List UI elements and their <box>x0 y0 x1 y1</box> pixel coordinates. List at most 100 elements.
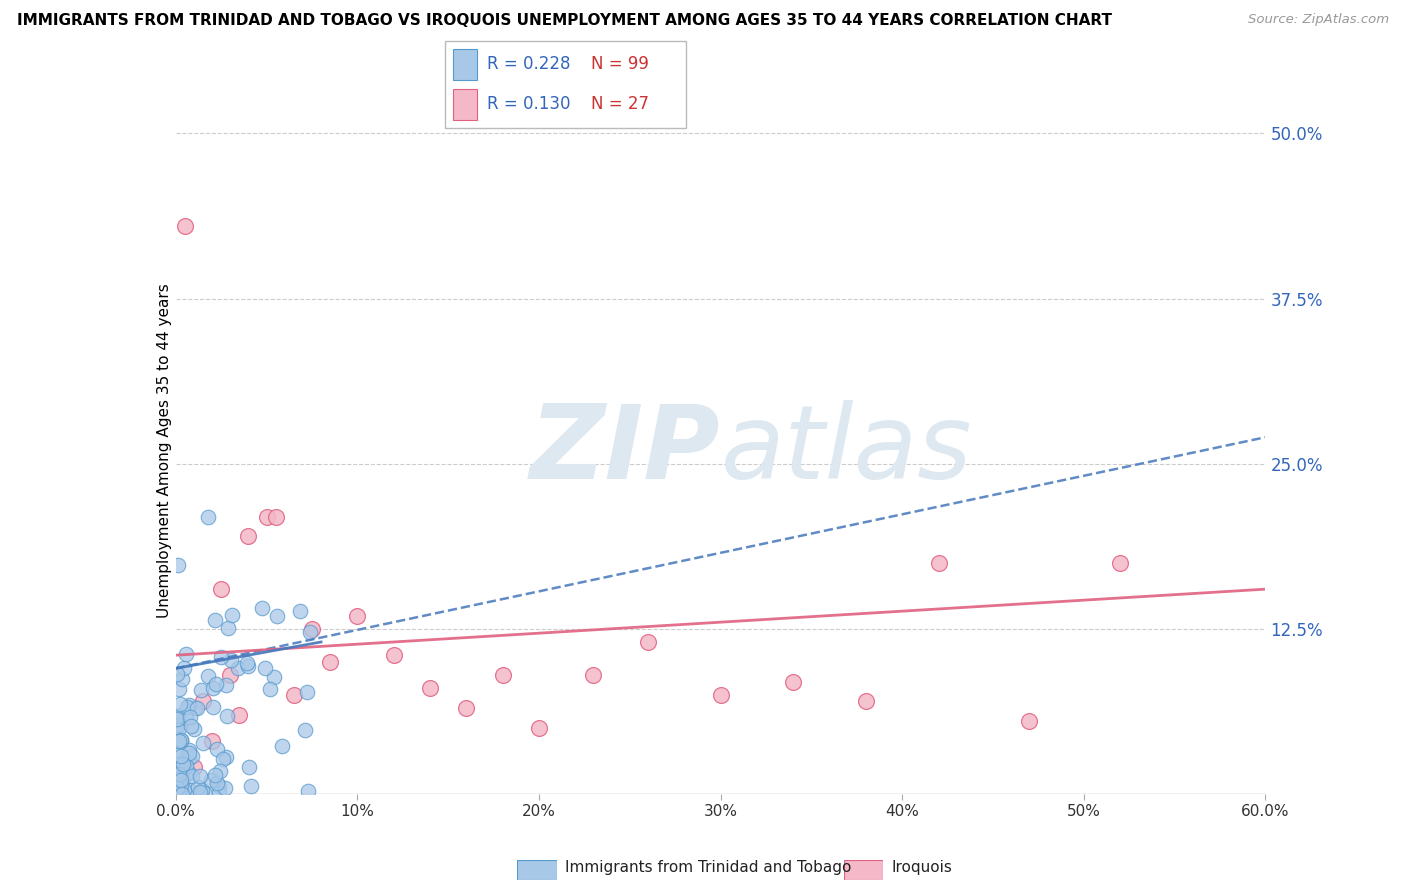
Point <box>166 775 188 789</box>
Point <box>170 733 193 747</box>
Point <box>299 624 322 639</box>
Point <box>283 688 305 702</box>
Point <box>205 742 228 756</box>
Point <box>179 766 201 780</box>
Point <box>172 787 194 801</box>
Point <box>179 710 201 724</box>
Point <box>200 773 222 788</box>
Point <box>180 719 202 733</box>
Point <box>492 668 515 682</box>
Point <box>183 760 205 774</box>
Point <box>266 609 288 624</box>
Point <box>167 708 190 723</box>
Point <box>294 723 316 738</box>
Text: Source: ZipAtlas.com: Source: ZipAtlas.com <box>1249 13 1389 27</box>
Point <box>190 782 212 797</box>
Point <box>166 713 188 727</box>
Point <box>527 721 550 735</box>
Point <box>710 688 733 702</box>
Point <box>215 709 238 723</box>
Point <box>290 604 312 618</box>
Point <box>382 648 405 663</box>
Point <box>256 509 278 524</box>
Point <box>167 734 190 748</box>
Point <box>174 711 197 725</box>
Point <box>176 647 198 661</box>
Point <box>197 509 219 524</box>
Point <box>782 674 804 689</box>
Point <box>208 785 231 799</box>
Point <box>204 768 226 782</box>
Text: Immigrants from Trinidad and Tobago: Immigrants from Trinidad and Tobago <box>565 860 852 874</box>
Point <box>204 613 226 627</box>
Point <box>202 681 225 695</box>
Point <box>1109 556 1132 570</box>
Point <box>209 650 232 665</box>
Point <box>187 780 209 794</box>
Point <box>201 699 224 714</box>
Point <box>1018 714 1040 729</box>
Point <box>170 767 193 781</box>
Point <box>319 655 342 669</box>
Point <box>167 681 190 696</box>
Point <box>214 780 236 795</box>
Point <box>209 764 232 779</box>
Point <box>637 635 659 649</box>
Point <box>270 739 292 753</box>
Point <box>184 701 207 715</box>
Point <box>297 783 319 797</box>
Point <box>166 772 188 786</box>
Point <box>209 582 232 596</box>
Bar <box>453 89 478 120</box>
Point <box>166 709 188 723</box>
Point <box>855 694 877 708</box>
Point <box>173 753 195 767</box>
Point <box>166 780 188 795</box>
FancyBboxPatch shape <box>446 41 686 128</box>
Point <box>183 722 205 736</box>
Point <box>194 787 217 801</box>
Point <box>176 699 198 714</box>
Point <box>169 782 191 797</box>
Bar <box>453 49 478 80</box>
Point <box>166 718 188 732</box>
Text: Iroquois: Iroquois <box>891 860 952 874</box>
Point <box>173 219 195 233</box>
Point <box>170 735 193 749</box>
Point <box>174 759 197 773</box>
Point <box>166 667 188 681</box>
Point <box>197 669 219 683</box>
Point <box>212 752 235 766</box>
Point <box>295 685 318 699</box>
Point <box>167 747 190 762</box>
Point <box>167 764 190 778</box>
Point <box>172 757 194 772</box>
Point <box>173 661 195 675</box>
Text: R = 0.130: R = 0.130 <box>486 95 571 113</box>
Point <box>239 779 262 793</box>
Text: ZIP: ZIP <box>530 400 721 501</box>
Point <box>177 746 200 760</box>
Point <box>217 621 239 635</box>
Point <box>208 779 231 793</box>
Point <box>193 736 215 750</box>
Point <box>252 601 274 615</box>
Point <box>219 653 242 667</box>
Text: N = 27: N = 27 <box>591 95 648 113</box>
Point <box>177 782 200 797</box>
Point <box>167 780 190 795</box>
Point <box>215 678 238 692</box>
Point <box>170 773 193 788</box>
Point <box>238 759 260 773</box>
Point <box>205 776 228 790</box>
Point <box>219 668 242 682</box>
Point <box>166 757 188 772</box>
Point <box>186 701 208 715</box>
Point <box>928 556 950 570</box>
Point <box>172 672 194 686</box>
Point <box>181 749 204 764</box>
Point <box>179 751 201 765</box>
Point <box>456 701 478 715</box>
Point <box>226 661 249 675</box>
Point <box>166 767 188 781</box>
